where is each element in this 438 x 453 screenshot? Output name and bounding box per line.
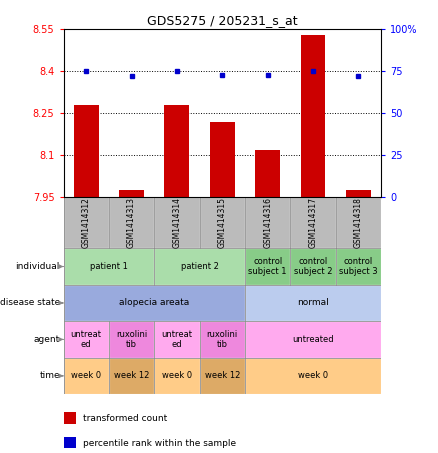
Text: control
subject 2: control subject 2 — [294, 257, 332, 276]
Text: control
subject 1: control subject 1 — [248, 257, 287, 276]
Bar — [64, 358, 109, 394]
Bar — [300, 35, 325, 197]
Bar — [245, 285, 381, 321]
Bar — [336, 248, 381, 285]
Bar — [109, 321, 154, 358]
Text: ruxolini
tib: ruxolini tib — [207, 330, 238, 349]
Bar — [154, 358, 200, 394]
Text: percentile rank within the sample: percentile rank within the sample — [82, 439, 236, 448]
Bar — [245, 321, 381, 358]
Text: untreat
ed: untreat ed — [162, 330, 192, 349]
Bar — [290, 248, 336, 285]
Bar — [64, 321, 109, 358]
Text: untreat
ed: untreat ed — [71, 330, 102, 349]
Bar — [74, 105, 99, 197]
Bar — [245, 248, 290, 285]
Bar — [64, 248, 154, 285]
Bar — [200, 197, 245, 248]
Text: GSM1414314: GSM1414314 — [173, 197, 181, 248]
Text: GSM1414318: GSM1414318 — [354, 197, 363, 248]
Bar — [154, 358, 200, 394]
Text: GSM1414315: GSM1414315 — [218, 197, 227, 248]
Text: control
subject 3: control subject 3 — [339, 257, 378, 276]
Bar — [245, 285, 381, 321]
Bar — [245, 197, 290, 248]
Bar — [64, 358, 109, 394]
Bar — [200, 321, 245, 358]
Bar — [245, 358, 381, 394]
Text: week 12: week 12 — [114, 371, 149, 381]
Text: time: time — [39, 371, 60, 381]
Text: week 12: week 12 — [205, 371, 240, 381]
Bar — [154, 321, 200, 358]
Bar — [200, 358, 245, 394]
Bar — [154, 248, 245, 285]
Text: transformed count: transformed count — [82, 414, 167, 423]
Title: GDS5275 / 205231_s_at: GDS5275 / 205231_s_at — [147, 14, 297, 27]
Bar — [64, 285, 245, 321]
Bar — [290, 197, 336, 248]
Text: disease state: disease state — [0, 299, 60, 308]
Bar — [245, 197, 290, 248]
Bar — [245, 321, 381, 358]
Bar — [109, 197, 154, 248]
Text: patient 1: patient 1 — [90, 262, 128, 271]
Bar — [164, 105, 189, 197]
Bar — [154, 197, 200, 248]
Text: ruxolini
tib: ruxolini tib — [116, 330, 147, 349]
Bar — [336, 197, 381, 248]
Bar — [64, 437, 76, 449]
Bar — [336, 197, 381, 248]
Text: GSM1414313: GSM1414313 — [127, 197, 136, 248]
Bar — [64, 197, 109, 248]
Text: agent: agent — [34, 335, 60, 344]
Text: patient 2: patient 2 — [180, 262, 219, 271]
Bar — [64, 285, 245, 321]
Text: normal: normal — [297, 299, 329, 308]
Bar — [210, 121, 235, 197]
Bar — [245, 248, 290, 285]
Bar — [255, 149, 280, 197]
Text: GSM1414312: GSM1414312 — [82, 197, 91, 248]
Bar — [109, 197, 154, 248]
Bar — [245, 358, 381, 394]
Bar — [109, 321, 154, 358]
Bar — [290, 248, 336, 285]
Text: alopecia areata: alopecia areata — [119, 299, 189, 308]
Bar — [64, 321, 109, 358]
Bar — [64, 248, 154, 285]
Bar — [346, 190, 371, 197]
Bar — [200, 321, 245, 358]
Bar — [119, 190, 144, 197]
Bar — [109, 358, 154, 394]
Bar — [64, 197, 109, 248]
Text: week 0: week 0 — [162, 371, 192, 381]
Bar — [109, 358, 154, 394]
Bar — [200, 197, 245, 248]
Text: week 0: week 0 — [71, 371, 101, 381]
Bar — [290, 197, 336, 248]
Bar — [336, 248, 381, 285]
Bar — [154, 321, 200, 358]
Text: week 0: week 0 — [298, 371, 328, 381]
Text: GSM1414316: GSM1414316 — [263, 197, 272, 248]
Bar — [200, 358, 245, 394]
Text: untreated: untreated — [292, 335, 334, 344]
Text: individual: individual — [15, 262, 60, 271]
Bar — [154, 197, 200, 248]
Text: GSM1414317: GSM1414317 — [308, 197, 318, 248]
Bar — [154, 248, 245, 285]
Bar — [64, 412, 76, 424]
